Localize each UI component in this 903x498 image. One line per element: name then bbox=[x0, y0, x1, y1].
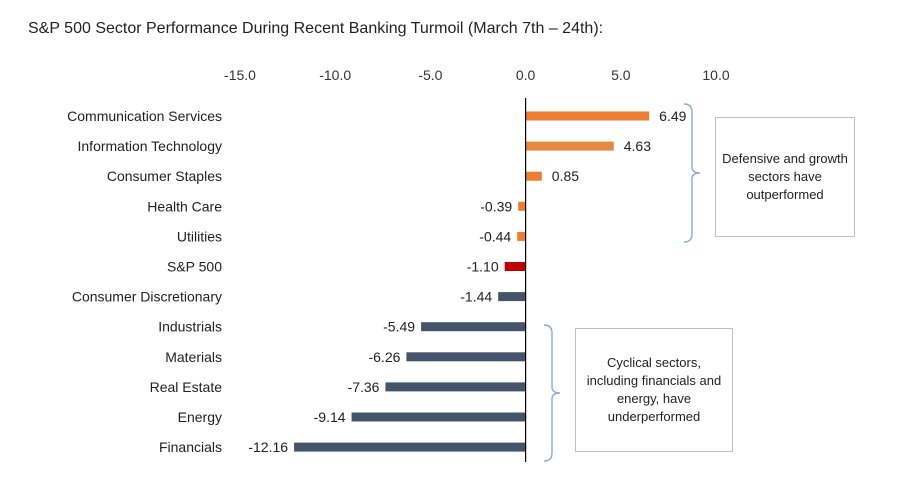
value-label: -5.49 bbox=[383, 319, 415, 335]
category-labels: Communication Services Information Techno… bbox=[67, 108, 222, 455]
value-label: 0.85 bbox=[552, 168, 579, 184]
category-label: Health Care bbox=[147, 198, 222, 214]
value-label: -9.14 bbox=[314, 409, 346, 425]
category-label: Communication Services bbox=[67, 108, 222, 124]
category-label: Real Estate bbox=[150, 379, 223, 395]
category-label: Energy bbox=[178, 409, 222, 425]
value-labels: 6.49 4.63 0.85 -0.39 -0.44 -1.10 -1.44 -5.49 -6.… bbox=[248, 108, 686, 455]
x-tick-label: -5.0 bbox=[418, 67, 442, 83]
value-label: 4.63 bbox=[624, 138, 651, 154]
value-label: -7.36 bbox=[348, 379, 380, 395]
category-label: Information Technology bbox=[78, 138, 223, 154]
bar bbox=[504, 262, 526, 271]
value-label: -1.44 bbox=[460, 289, 492, 305]
value-label: -0.44 bbox=[479, 228, 511, 244]
bar bbox=[517, 231, 526, 241]
value-label: -0.39 bbox=[480, 198, 512, 214]
x-tick-label: -15.0 bbox=[224, 67, 256, 83]
category-label: Utilities bbox=[177, 228, 222, 244]
value-label: -6.26 bbox=[368, 349, 400, 365]
category-label: Consumer Staples bbox=[107, 168, 222, 184]
value-label: 6.49 bbox=[659, 108, 686, 124]
category-label: Industrials bbox=[158, 319, 222, 335]
chart-title: S&P 500 Sector Performance During Recent… bbox=[28, 20, 604, 37]
bar bbox=[498, 292, 526, 302]
category-label: Financials bbox=[159, 439, 222, 455]
bar bbox=[385, 382, 526, 392]
annotation-underperformed: Cyclical sectors, including financials a… bbox=[575, 328, 733, 452]
x-tick-label: -10.0 bbox=[319, 67, 351, 83]
bar bbox=[525, 111, 650, 121]
bracket-top bbox=[683, 103, 701, 243]
x-axis-ticks: -15.0 -10.0 -5.0 0.0 5.0 10.0 bbox=[224, 67, 730, 83]
bar bbox=[518, 201, 526, 211]
category-label: S&P 500 bbox=[167, 259, 222, 275]
bars bbox=[294, 111, 650, 452]
category-label: Materials bbox=[165, 349, 222, 365]
bar bbox=[406, 352, 526, 362]
bracket-bottom bbox=[543, 324, 561, 462]
bar bbox=[294, 442, 526, 452]
category-label: Consumer Discretionary bbox=[72, 289, 222, 305]
bar bbox=[351, 412, 526, 422]
value-label: -12.16 bbox=[248, 439, 288, 455]
bar bbox=[525, 141, 614, 151]
annotation-outperformed: Defensive and growth sectors have outper… bbox=[715, 117, 855, 237]
bar bbox=[421, 322, 526, 332]
bar bbox=[525, 171, 542, 181]
x-tick-label: 5.0 bbox=[611, 67, 631, 83]
x-tick-label: 10.0 bbox=[702, 67, 729, 83]
x-tick-label: 0.0 bbox=[516, 67, 536, 83]
value-label: -1.10 bbox=[467, 259, 499, 275]
